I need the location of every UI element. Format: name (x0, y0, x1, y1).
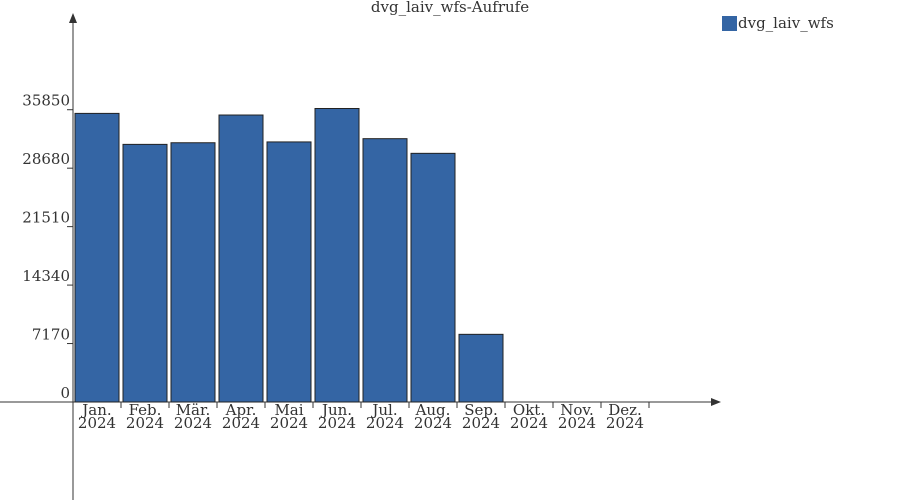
bar (410, 152, 456, 403)
x-tick-label: Feb. (129, 401, 162, 419)
x-tick-label: Okt. (513, 401, 545, 419)
legend-swatch (722, 16, 737, 31)
bar (362, 138, 408, 403)
x-tick-label: Jul. (370, 401, 397, 419)
bar (122, 143, 168, 403)
x-tick-label: 2024 (318, 414, 356, 432)
x-tick-label: 2024 (606, 414, 644, 432)
y-tick-label: 35850 (22, 92, 70, 110)
bar (170, 142, 216, 403)
x-tick-label: 2024 (78, 414, 116, 432)
x-tick-label: Sep. (464, 401, 498, 419)
x-tick-label: 2024 (222, 414, 260, 432)
x-tick-label: Dez. (608, 401, 642, 419)
y-tick-label: 0 (60, 384, 70, 402)
y-axis-arrow (69, 13, 77, 23)
legend-label: dvg_laiv_wfs (738, 14, 834, 32)
bar (74, 112, 120, 403)
x-tick-label: 2024 (462, 414, 500, 432)
x-tick-label: 2024 (366, 414, 404, 432)
chart-title: dvg_laiv_wfs-Aufrufe (371, 0, 529, 16)
x-tick-label: Jan. (80, 401, 111, 419)
bar (314, 107, 360, 403)
x-tick-label: 2024 (558, 414, 596, 432)
x-tick-label: 2024 (510, 414, 548, 432)
bar (458, 333, 504, 403)
bar (218, 114, 264, 403)
y-tick-label: 14340 (22, 267, 70, 285)
bar (266, 141, 312, 403)
x-tick-label: Mär. (176, 401, 211, 419)
x-axis-arrow (711, 398, 721, 406)
x-tick-label: 2024 (126, 414, 164, 432)
x-tick-label: Mai (274, 401, 303, 419)
x-tick-label: 2024 (414, 414, 452, 432)
x-tick-label: 2024 (270, 414, 308, 432)
x-tick-label: Jun. (320, 401, 352, 419)
x-tick-label: Aug. (415, 401, 451, 419)
y-tick-label: 28680 (22, 150, 70, 168)
x-tick-label: Nov. (560, 401, 594, 419)
y-tick-label: 7170 (32, 326, 70, 344)
x-tick-label: 2024 (174, 414, 212, 432)
y-tick-label: 21510 (22, 209, 70, 227)
x-tick-label: Apr. (225, 401, 257, 419)
